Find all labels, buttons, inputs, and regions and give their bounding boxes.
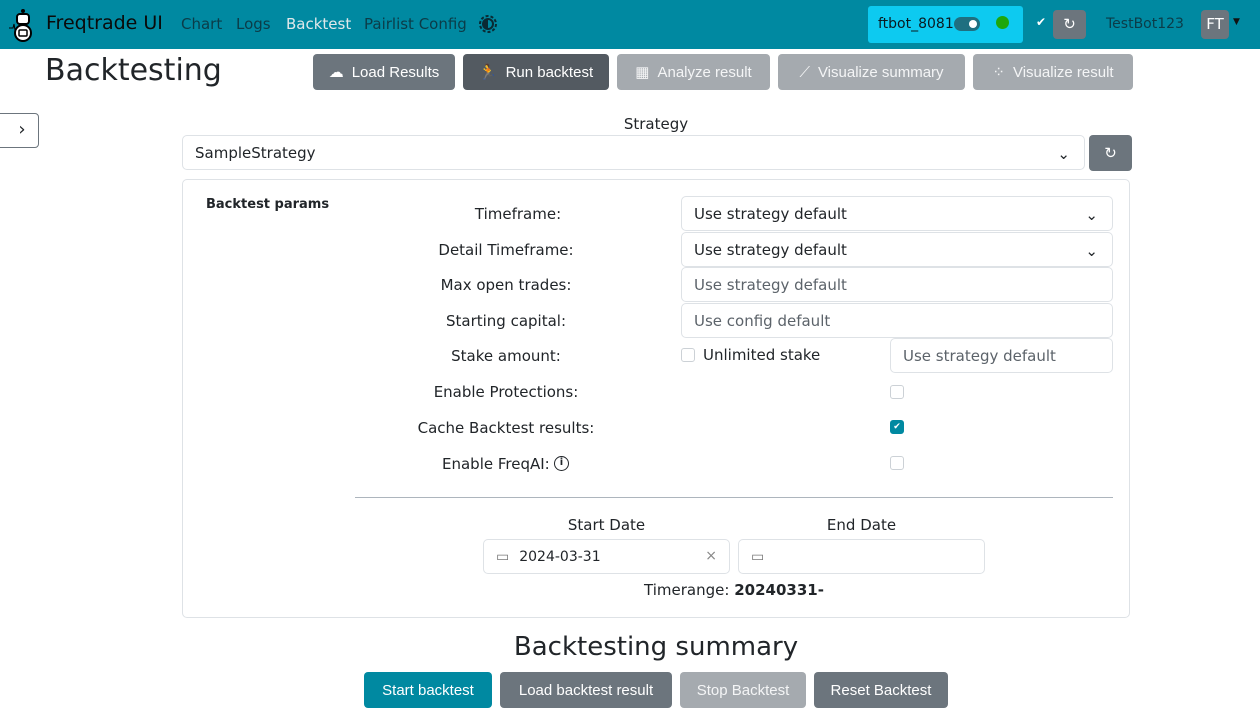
refresh-button[interactable]: ↻ xyxy=(1053,10,1086,39)
bot-name: ftbot_8081 xyxy=(878,16,954,32)
cache-results-checkbox[interactable]: ✔ xyxy=(890,420,904,434)
run-backtest-button[interactable]: 🏃 Run backtest xyxy=(463,54,609,90)
avatar[interactable]: FT xyxy=(1201,10,1229,39)
timeframe-label: Timeframe: xyxy=(474,205,562,223)
table-icon: ▦ xyxy=(635,64,650,81)
label: Visualize summary xyxy=(817,63,944,81)
timerange-value: 20240331- xyxy=(734,581,824,599)
reset-backtest-button[interactable]: Reset Backtest xyxy=(814,672,948,708)
page-title: Backtesting xyxy=(45,53,222,88)
unlimited-stake-label: Unlimited stake xyxy=(703,346,821,364)
stake-amount-input[interactable]: Use strategy default xyxy=(890,338,1113,373)
start-backtest-button[interactable]: Start backtest xyxy=(364,672,492,708)
strategy-select[interactable]: SampleStrategy ⌄ xyxy=(182,135,1085,170)
label: Load Results xyxy=(351,63,440,81)
detail-timeframe-value: Use strategy default xyxy=(694,240,847,259)
stop-backtest-button[interactable]: Stop Backtest xyxy=(680,672,806,708)
nav-pairlist-config[interactable]: Pairlist Config xyxy=(364,15,467,33)
chart-line-icon: ⟋ xyxy=(799,63,810,81)
load-results-button[interactable]: ☁ Load Results xyxy=(313,54,455,90)
cache-results-label: Cache Backtest results: xyxy=(417,419,595,437)
summary-title: Backtesting summary xyxy=(513,632,799,662)
strategy-label: Strategy xyxy=(623,115,689,133)
navbar: Freqtrade UI Chart Logs Backtest Pairlis… xyxy=(0,0,1260,49)
detail-timeframe-label: Detail Timeframe: xyxy=(438,241,574,259)
visualize-summary-button[interactable]: ⟋ Visualize summary xyxy=(778,54,965,90)
label: Run backtest xyxy=(505,63,594,81)
detail-timeframe-select[interactable]: Use strategy default ⌄ xyxy=(681,232,1113,267)
freqtrade-logo-icon xyxy=(9,9,32,42)
divider xyxy=(355,497,1113,498)
timeframe-value: Use strategy default xyxy=(694,204,847,223)
theme-toggle-icon[interactable] xyxy=(479,15,497,33)
stake-amount-label: Stake amount: xyxy=(451,347,561,365)
strategy-value: SampleStrategy xyxy=(195,143,316,162)
bot-selector[interactable]: ftbot_8081 xyxy=(868,6,1023,43)
backtest-params-card xyxy=(182,179,1130,618)
max-open-trades-label: Max open trades: xyxy=(440,276,572,294)
brand-title[interactable]: Freqtrade UI xyxy=(46,12,163,34)
load-backtest-result-button[interactable]: Load backtest result xyxy=(500,672,672,708)
end-date-input[interactable]: ▭ xyxy=(738,539,985,574)
cloud-download-icon: ☁ xyxy=(328,64,344,81)
params-title: Backtest params xyxy=(206,197,330,212)
chevron-down-icon: ⌄ xyxy=(1057,145,1070,163)
label: Analyze result xyxy=(657,63,752,81)
placeholder: Use strategy default xyxy=(694,275,847,294)
chevron-down-icon: ⌄ xyxy=(1085,242,1098,260)
refresh-strategies-button[interactable]: ↻ xyxy=(1089,135,1132,171)
enable-protections-label: Enable Protections: xyxy=(433,383,579,401)
bot-toggle[interactable] xyxy=(954,17,980,31)
chevron-down-icon[interactable]: ▼ xyxy=(1233,17,1240,27)
chevron-right-icon: › xyxy=(18,119,26,140)
nav-backtest[interactable]: Backtest xyxy=(286,15,352,33)
unlimited-stake-checkbox[interactable] xyxy=(681,348,695,362)
starting-capital-input[interactable]: Use config default xyxy=(681,303,1113,338)
clear-icon[interactable]: × xyxy=(705,548,717,564)
start-date-value: 2024-03-31 xyxy=(519,548,601,565)
sidebar-toggle-button[interactable]: › xyxy=(0,113,39,148)
analyze-result-button[interactable]: ▦ Analyze result xyxy=(617,54,770,90)
timeframe-select[interactable]: Use strategy default ⌄ xyxy=(681,196,1113,231)
username: TestBot123 xyxy=(1106,16,1184,32)
run-icon: 🏃 xyxy=(478,64,498,81)
start-date-input[interactable]: ▭ 2024-03-31 × xyxy=(483,539,730,574)
visualize-result-button[interactable]: ⁘ Visualize result xyxy=(973,54,1133,90)
placeholder: Use config default xyxy=(694,311,831,330)
check-icon: ✔ xyxy=(1036,15,1047,29)
timerange: Timerange: 20240331- xyxy=(483,581,985,599)
calendar-icon: ▭ xyxy=(496,548,510,565)
start-date-label: Start Date xyxy=(567,516,646,534)
end-date-label: End Date xyxy=(826,516,897,534)
placeholder: Use strategy default xyxy=(903,346,1056,365)
online-status-icon xyxy=(996,16,1009,29)
enable-freqai-checkbox[interactable] xyxy=(890,456,904,470)
calendar-icon: ▭ xyxy=(751,548,765,565)
chevron-down-icon: ⌄ xyxy=(1085,206,1098,224)
max-open-trades-input[interactable]: Use strategy default xyxy=(681,267,1113,302)
enable-freqai-label: Enable FreqAI: xyxy=(442,455,550,473)
chart-scatter-icon: ⁘ xyxy=(992,64,1005,81)
info-icon[interactable]: i xyxy=(554,456,569,471)
starting-capital-label: Starting capital: xyxy=(445,312,567,330)
nav-logs[interactable]: Logs xyxy=(236,15,271,33)
nav-chart[interactable]: Chart xyxy=(181,15,223,33)
label: Visualize result xyxy=(1012,63,1114,81)
timerange-label: Timerange: xyxy=(644,581,730,599)
enable-protections-checkbox[interactable] xyxy=(890,385,904,399)
